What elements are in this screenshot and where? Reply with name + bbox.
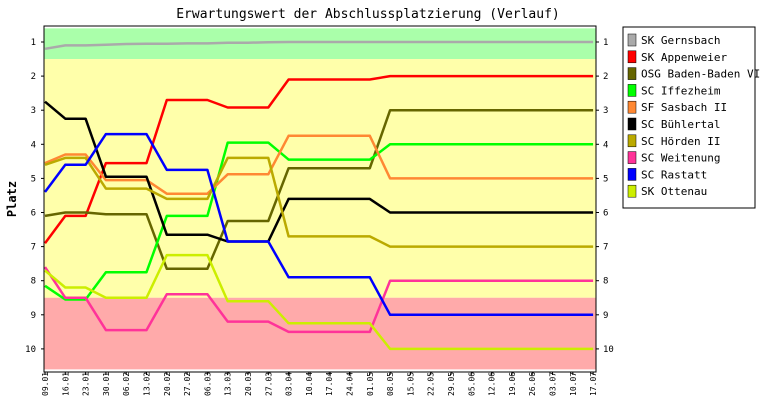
x-tick-label: 12.06 [488, 372, 497, 396]
legend-label: SK Ottenau [641, 185, 707, 198]
x-tick-label: 06.03 [203, 372, 212, 396]
x-tick-label: 22.05 [427, 372, 436, 396]
x-tick-label: 17.07 [589, 372, 598, 396]
x-tick-label: 10.04 [305, 372, 314, 396]
y-tick-label-right: 5 [603, 174, 608, 184]
y-tick-label-right: 10 [603, 345, 614, 355]
legend-label: SF Sasbach II [641, 101, 727, 114]
y-tick-label-right: 6 [603, 209, 608, 219]
y-tick-label-right: 4 [603, 140, 608, 150]
legend-label: SK Appenweier [641, 51, 727, 64]
legend: SK Gernsbach SK Appenweier OSG Baden-Baden… [622, 26, 760, 209]
legend-swatch [627, 67, 637, 80]
y-tick-label-left: 2 [31, 72, 36, 82]
x-tick-label: 27.02 [183, 372, 192, 396]
legend-label: SC Iffezheim [641, 84, 721, 97]
y-tick-labels-right: 1 2 3 4 5 6 7 8 9 10 [596, 38, 614, 355]
x-tick-label: 27.03 [264, 372, 273, 396]
series-line-5 [44, 134, 594, 195]
y-tick-label-right: 3 [603, 106, 608, 116]
x-tick-label: 20.03 [244, 372, 253, 396]
x-tick-label: 15.05 [406, 372, 415, 396]
x-tick-label: 06.02 [122, 372, 131, 396]
x-tick-label: 03.07 [549, 372, 558, 396]
x-tick-label: 20.02 [163, 372, 172, 396]
legend-box [622, 26, 756, 209]
legend-swatch [627, 100, 637, 114]
legend-label: SC Weitenung [641, 152, 720, 165]
y-tick-label-left: 9 [31, 311, 36, 321]
x-tick-label: 10.07 [569, 372, 578, 396]
x-tick-label: 05.06 [467, 372, 476, 396]
legend-label: SK Gernsbach [641, 34, 720, 47]
x-tick-label: 09.01 [41, 372, 50, 396]
x-tick-label: 03.04 [285, 372, 294, 396]
chart-title: Erwartungswert der Abschlussplatzierung … [176, 7, 560, 22]
y-tick-label-left: 8 [31, 277, 36, 287]
x-tick-label: 08.05 [386, 372, 395, 396]
y-tick-label-right: 9 [603, 311, 608, 321]
legend-swatch [627, 84, 637, 97]
legend-swatch [627, 151, 637, 164]
x-tick-label: 29.05 [447, 372, 456, 396]
y-tick-label-right: 1 [603, 38, 608, 48]
series-line-2 [43, 74, 594, 244]
y-tick-labels-left: 1 2 3 4 5 6 7 8 9 10 [25, 38, 44, 355]
x-tick-label: 13.02 [143, 372, 152, 396]
legend-label: OSG Baden-Baden VI [641, 68, 760, 81]
x-tick-label: 16.01 [61, 372, 70, 396]
series-line-1 [44, 40, 594, 51]
y-tick-label-left: 7 [31, 243, 36, 253]
series-line-7 [44, 156, 594, 248]
legend-swatch [627, 184, 637, 198]
legend-swatch [627, 134, 637, 148]
x-tick-label: 19.06 [508, 372, 517, 396]
x-tick-label: 24.04 [346, 372, 355, 396]
y-tick-label-left: 4 [31, 140, 36, 150]
y-tick-label-left: 10 [25, 345, 36, 355]
series-line-10 [44, 253, 594, 351]
zone-band-3 [44, 297, 596, 370]
plot-frame [43, 25, 597, 373]
series-line-3 [44, 108, 594, 271]
x-tick-label: 23.01 [82, 372, 91, 396]
legend-label: SC Bühlertal [641, 118, 720, 131]
legend-swatch [627, 50, 637, 64]
legend-label: SC Rastatt [641, 168, 707, 181]
legend-swatch [627, 33, 637, 47]
series-line-4 [44, 141, 594, 301]
y-tick-label-right: 2 [603, 72, 608, 82]
series-line-9 [43, 132, 594, 317]
y-axis-label: Platz [5, 181, 19, 217]
y-tick-label-left: 6 [31, 209, 36, 219]
series-line-6 [44, 100, 594, 243]
y-tick-label-right: 7 [603, 243, 608, 253]
y-tick-label-left: 5 [31, 174, 36, 184]
series-line-8 [43, 266, 594, 334]
x-tick-label: 01.05 [366, 372, 375, 396]
y-tick-label-left: 3 [31, 106, 36, 116]
x-tick-labels: 09.01 16.01 23.01 30.01 06.02 13.02 20.02 27.02… [41, 372, 598, 396]
legend-swatch [627, 117, 637, 131]
y-tick-label-right: 8 [603, 277, 608, 287]
y-tick-label-left: 1 [31, 38, 36, 48]
legend-label: SC Hörden II [641, 135, 720, 148]
x-tick-label: 17.04 [325, 372, 334, 396]
legend-swatch [627, 168, 637, 181]
x-tick-label: 26.06 [528, 372, 537, 396]
series-lines [43, 40, 594, 351]
x-tick-label: 13.03 [224, 372, 233, 396]
x-tick-label: 30.01 [102, 372, 111, 396]
